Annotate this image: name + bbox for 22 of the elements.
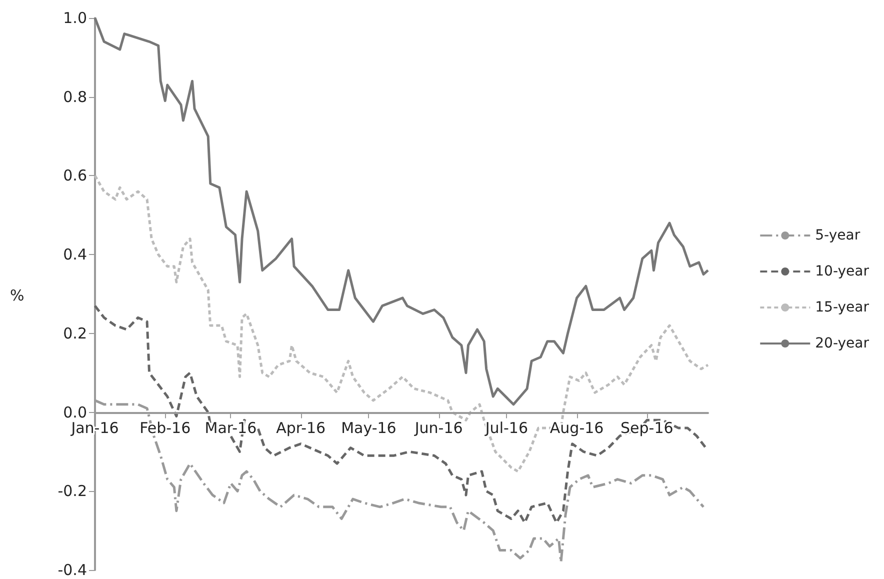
line-series bbox=[94, 16, 710, 406]
x-tick-label: Sep-16 bbox=[620, 418, 674, 437]
x-tick-label: Jun-16 bbox=[414, 418, 463, 437]
legend-label: 10-year bbox=[815, 264, 870, 280]
x-tick-label: Apr-16 bbox=[276, 418, 326, 437]
y-tick-label: 0.4 bbox=[63, 246, 87, 264]
x-tick-label: Jul-16 bbox=[484, 418, 528, 437]
y-axis-title: % bbox=[10, 286, 24, 304]
y-tick-label: 0.6 bbox=[63, 166, 87, 185]
legend-label: 5-year bbox=[815, 228, 860, 244]
y-tick-label: 0.2 bbox=[63, 324, 87, 342]
y-tick-label: 0.0 bbox=[63, 403, 87, 422]
y-tick-label: -0.2 bbox=[58, 482, 87, 500]
x-tick-label: May-16 bbox=[341, 418, 396, 437]
x-tick-label: Feb-16 bbox=[140, 418, 191, 437]
y-tick-label: -0.4 bbox=[58, 561, 87, 579]
legend-label: 20-year bbox=[815, 336, 870, 352]
legend-label: 15-year bbox=[815, 300, 870, 316]
y-tick-label: 1.0 bbox=[63, 9, 87, 27]
x-tick-label: Aug-16 bbox=[550, 418, 604, 437]
x-tick-label: Jan-16 bbox=[70, 418, 119, 437]
y-tick-label: 0.8 bbox=[63, 88, 87, 106]
